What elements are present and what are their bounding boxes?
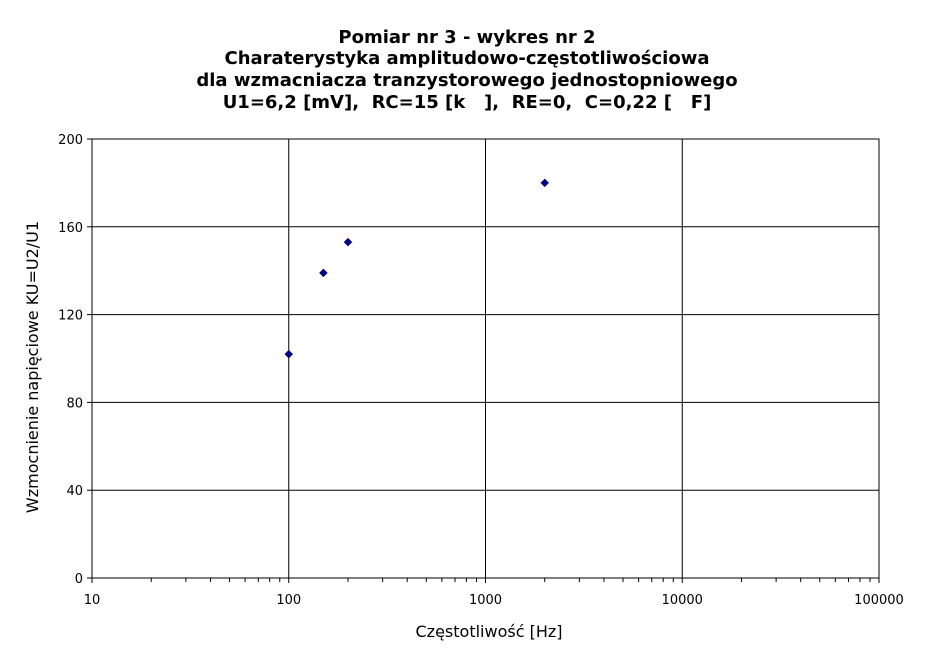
plot-area: 10 100 1000 10000 100000 0 40 80 120 160 200 (58, 133, 904, 608)
data-series (284, 178, 550, 359)
data-point (343, 237, 353, 247)
data-point (540, 178, 550, 188)
x-tick-labels: 10 100 1000 10000 100000 (84, 593, 904, 608)
y-tick-label: 160 (58, 221, 83, 236)
chart-title: Pomiar nr 3 - wykres nr 2 Charaterystyka… (196, 27, 737, 113)
y-tick-label: 120 (58, 309, 83, 324)
y-tick-label: 80 (66, 396, 83, 411)
x-tick-label: 10 (84, 593, 101, 608)
x-tick-label: 1000 (469, 593, 502, 608)
x-tick-label: 100000 (854, 593, 904, 608)
x-tick-label: 10000 (662, 593, 703, 608)
chart-title-line-4: U1=6,2 [mV], RC=15 [k ], RE=0, C=0,22 [ … (223, 92, 712, 113)
chart-title-line-3: dla wzmacniacza tranzystorowego jednosto… (196, 70, 737, 91)
y-tick-label: 40 (66, 484, 83, 499)
y-tick-labels: 0 40 80 120 160 200 (58, 133, 83, 587)
y-tick-label: 200 (58, 133, 83, 148)
chart-title-line-2: Charaterystyka amplitudowo-częstotliwośc… (225, 48, 710, 69)
data-point (319, 268, 328, 278)
y-axis-label: Wzmocnienie napięciowe KU=U2/U1 (23, 221, 42, 513)
x-axis-label: Częstotliwość [Hz] (416, 622, 563, 641)
x-minor-ticks (150, 578, 871, 582)
grid-lines (87, 138, 880, 583)
chart-title-line-1: Pomiar nr 3 - wykres nr 2 (338, 27, 595, 48)
x-tick-label: 100 (276, 593, 301, 608)
y-tick-label: 0 (75, 572, 83, 587)
plot-frame (91, 138, 880, 579)
data-point (284, 349, 294, 359)
